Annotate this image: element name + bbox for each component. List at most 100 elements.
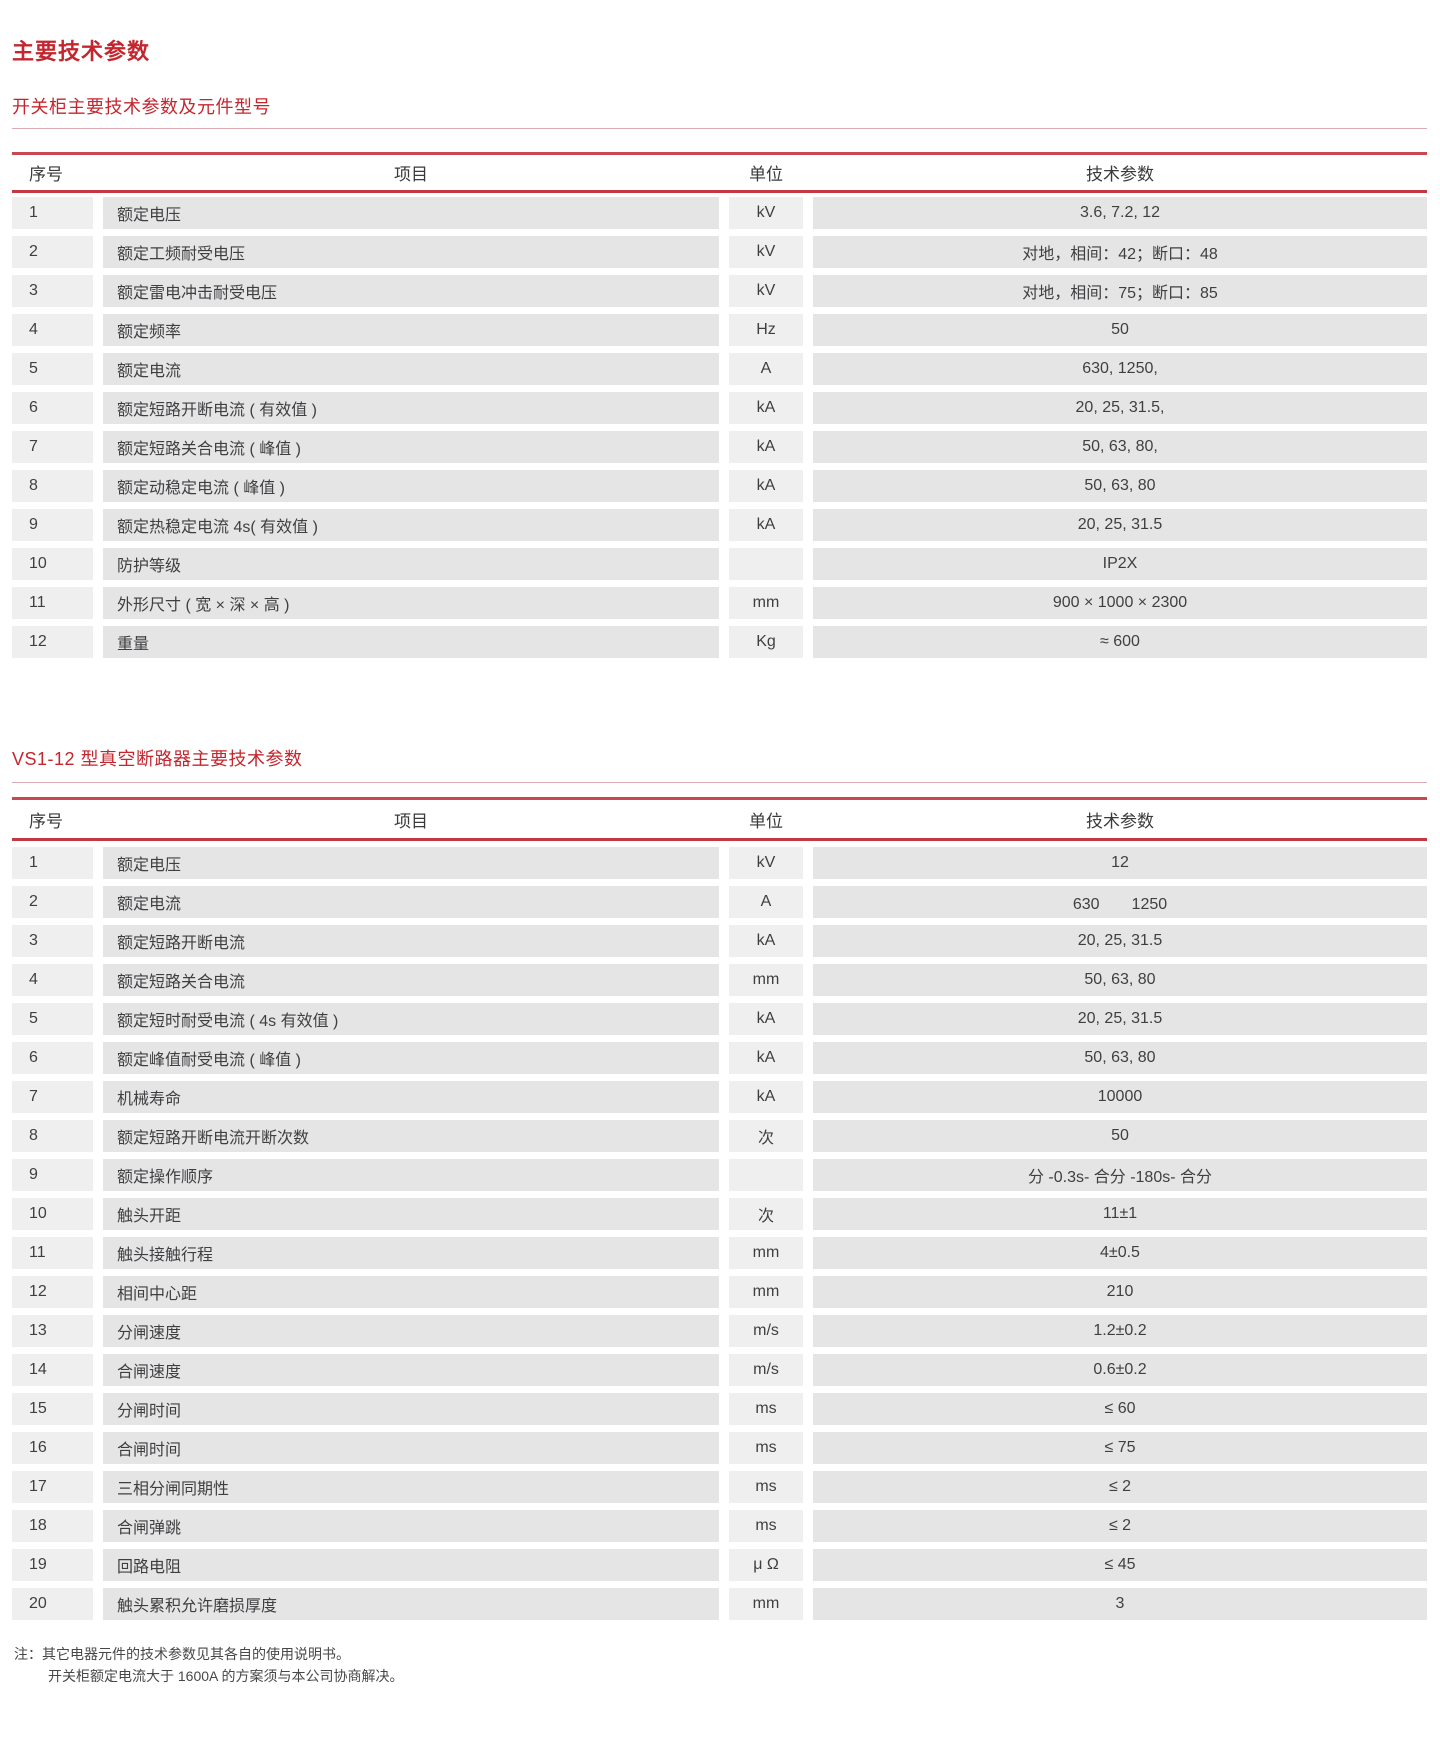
item-label: 额定峰值耐受电流 ( 峰值 ) (103, 1042, 719, 1074)
table-row: 14 合闸速度 m/s 0.6±0.2 (12, 1354, 1427, 1386)
table-row: 17 三相分闸同期性 ms ≤ 2 (12, 1471, 1427, 1503)
item-label: 机械寿命 (103, 1081, 719, 1113)
row-number: 3 (12, 925, 93, 957)
unit-value (729, 1159, 803, 1191)
row-number: 4 (12, 964, 93, 996)
table-hairline (12, 128, 1427, 129)
row-number: 17 (12, 1471, 93, 1503)
table-row: 11 触头接触行程 mm 4±0.5 (12, 1237, 1427, 1269)
item-label: 三相分闸同期性 (103, 1471, 719, 1503)
table-row: 3 额定短路开断电流 kA 20, 25, 31.5 (12, 925, 1427, 957)
row-number: 6 (12, 392, 93, 424)
table-row: 3 额定雷电冲击耐受电压 kV 对地，相间：75；断口：85 (12, 275, 1427, 307)
row-number: 2 (12, 236, 93, 268)
table-row: 5 额定短时耐受电流 ( 4s 有效值 ) kA 20, 25, 31.5 (12, 1003, 1427, 1035)
unit-value: ms (729, 1510, 803, 1542)
item-label: 相间中心距 (103, 1276, 719, 1308)
unit-value: kA (729, 1081, 803, 1113)
row-number: 10 (12, 548, 93, 580)
item-label: 合闸速度 (103, 1354, 719, 1386)
column-header-unit: 单位 (749, 811, 783, 831)
footnotes: 注：其它电器元件的技术参数见其各自的使用说明书。 开关柜额定电流大于 1600A… (14, 1643, 404, 1687)
row-number: 5 (12, 1003, 93, 1035)
page-content: 主要技术参数 开关柜主要技术参数及元件型号 序号 项目 单位 技术参数 1 额定电… (12, 0, 1427, 1744)
row-number: 12 (12, 1276, 93, 1308)
item-label: 重量 (103, 626, 719, 658)
param-value: 20, 25, 31.5, (813, 392, 1427, 424)
unit-value: ms (729, 1393, 803, 1425)
section-title-breaker: VS1-12 型真空断路器主要技术参数 (12, 749, 303, 769)
table-row: 2 额定电流 A 630 1250 (12, 886, 1427, 918)
unit-value: mm (729, 964, 803, 996)
row-number: 3 (12, 275, 93, 307)
unit-value: m/s (729, 1315, 803, 1347)
table-top-rule (12, 797, 1427, 800)
table-row: 6 额定峰值耐受电流 ( 峰值 ) kA 50, 63, 80 (12, 1042, 1427, 1074)
unit-value: ms (729, 1471, 803, 1503)
unit-value: kV (729, 847, 803, 879)
row-number: 8 (12, 1120, 93, 1152)
column-header-item: 项目 (394, 811, 428, 831)
item-label: 额定电压 (103, 197, 719, 229)
table-row: 13 分闸速度 m/s 1.2±0.2 (12, 1315, 1427, 1347)
unit-value: kA (729, 392, 803, 424)
table-row: 10 触头开距次 11±1 (12, 1198, 1427, 1230)
table-header-rule (12, 190, 1427, 193)
unit-value: 次 (729, 1120, 803, 1152)
param-value: 10000 (813, 1081, 1427, 1113)
unit-value: 次 (729, 1198, 803, 1230)
row-number: 9 (12, 1159, 93, 1191)
table-row: 18 合闸弹跳 ms ≤ 2 (12, 1510, 1427, 1542)
unit-value: Hz (729, 314, 803, 346)
param-value: 12 (813, 847, 1427, 879)
table-row: 9 额定操作顺序 分 -0.3s- 合分 -180s- 合分 (12, 1159, 1427, 1191)
row-number: 12 (12, 626, 93, 658)
unit-value: A (729, 886, 803, 918)
param-value: ≈ 600 (813, 626, 1427, 658)
section-title-switchgear: 开关柜主要技术参数及元件型号 (12, 97, 271, 117)
table-row: 8 额定短路开断电流开断次数次 50 (12, 1120, 1427, 1152)
table-row: 20 触头累积允许磨损厚度 mm 3 (12, 1588, 1427, 1620)
item-label: 触头累积允许磨损厚度 (103, 1588, 719, 1620)
row-number: 18 (12, 1510, 93, 1542)
param-value: 630 1250 (813, 886, 1427, 918)
item-label: 额定短路开断电流 (103, 925, 719, 957)
unit-value: mm (729, 1237, 803, 1269)
column-header-unit: 单位 (749, 165, 783, 184)
item-label: 触头开距 (103, 1198, 719, 1230)
param-value: 50 (813, 314, 1427, 346)
row-number: 14 (12, 1354, 93, 1386)
row-number: 7 (12, 1081, 93, 1113)
row-number: 19 (12, 1549, 93, 1581)
unit-value: kA (729, 925, 803, 957)
row-number: 6 (12, 1042, 93, 1074)
note-line: 开关柜额定电流大于 1600A 的方案须与本公司协商解决。 (48, 1668, 404, 1684)
unit-value: μ Ω (729, 1549, 803, 1581)
item-label: 额定操作顺序 (103, 1159, 719, 1191)
param-value: 50 (813, 1120, 1427, 1152)
item-label: 合闸时间 (103, 1432, 719, 1464)
unit-value: kA (729, 431, 803, 463)
table-row: 10 防护等级 IP2X (12, 548, 1427, 580)
table-row: 2 额定工频耐受电压 kV 对地，相间：42；断口：48 (12, 236, 1427, 268)
unit-value: kA (729, 1003, 803, 1035)
table-top-rule (12, 152, 1427, 155)
row-number: 15 (12, 1393, 93, 1425)
table-row: 12 重量 Kg ≈ 600 (12, 626, 1427, 658)
unit-value: mm (729, 1276, 803, 1308)
unit-value: kV (729, 197, 803, 229)
breaker-params-table: 序号 项目 单位 技术参数 1 额定电压 kV 12 2 额定电流 A 630 1250 3 额定… (12, 782, 1427, 1620)
param-value: 4±0.5 (813, 1237, 1427, 1269)
table-row: 11 外形尺寸 ( 宽 × 深 × 高 ) mm 900 × 1000 × 2300 (12, 587, 1427, 619)
row-number: 4 (12, 314, 93, 346)
table-header-rule (12, 838, 1427, 841)
column-header-no: 序号 (29, 811, 63, 831)
item-label: 额定短路关合电流 (103, 964, 719, 996)
param-value: 50, 63, 80 (813, 964, 1427, 996)
param-value: ≤ 45 (813, 1549, 1427, 1581)
table-header-row: 序号 项目 单位 技术参数 (12, 800, 1427, 838)
item-label: 额定热稳定电流 4s( 有效值 ) (103, 509, 719, 541)
param-value: 20, 25, 31.5 (813, 925, 1427, 957)
table-row: 16 合闸时间 ms ≤ 75 (12, 1432, 1427, 1464)
param-value: 0.6±0.2 (813, 1354, 1427, 1386)
